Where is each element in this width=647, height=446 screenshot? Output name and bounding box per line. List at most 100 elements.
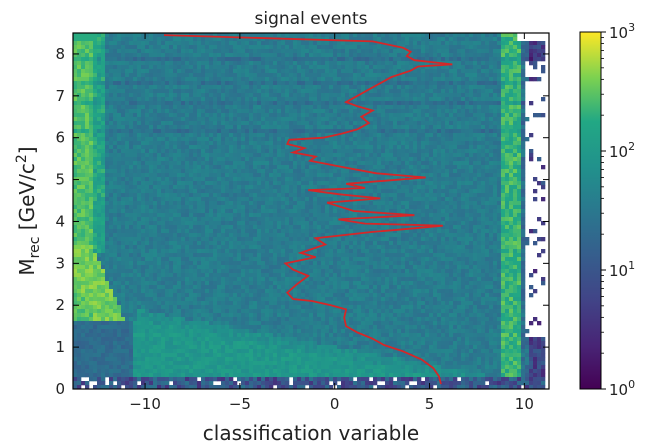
heatmap-cell: [421, 129, 426, 134]
heatmap-cell: [165, 153, 170, 158]
heatmap-cell: [413, 141, 418, 146]
heatmap-cell: [337, 149, 342, 154]
heatmap-cell: [497, 101, 502, 106]
heatmap-cell: [105, 73, 110, 78]
heatmap-cell: [217, 77, 222, 82]
heatmap-cell: [89, 105, 94, 110]
heatmap-cell: [177, 129, 182, 134]
heatmap-cell: [473, 37, 478, 42]
heatmap-cell: [181, 65, 186, 70]
heatmap-cell: [353, 85, 358, 90]
heatmap-cell: [217, 65, 222, 70]
heatmap-cell: [241, 189, 246, 194]
heatmap-cell: [481, 121, 486, 126]
heatmap-cell: [125, 189, 130, 194]
heatmap-cell: [317, 153, 322, 158]
heatmap-cell: [425, 189, 430, 194]
heatmap-cell: [117, 65, 122, 70]
heatmap-cell: [337, 45, 342, 50]
heatmap-cell: [253, 193, 258, 198]
heatmap-cell: [177, 177, 182, 182]
heatmap-cell: [253, 49, 258, 54]
heatmap-cell: [465, 149, 470, 154]
heatmap-cell: [397, 89, 402, 94]
heatmap-cell: [441, 129, 446, 134]
heatmap-cell: [269, 205, 274, 210]
heatmap-cell: [361, 177, 366, 182]
heatmap-cell: [205, 57, 210, 62]
heatmap-cell: [401, 201, 406, 206]
heatmap-cell: [409, 45, 414, 50]
heatmap-cell: [285, 125, 290, 130]
heatmap-cell: [117, 61, 122, 66]
heatmap-cell: [185, 37, 190, 42]
heatmap-cell: [409, 41, 414, 46]
heatmap-cell: [337, 181, 342, 186]
heatmap-cell: [473, 121, 478, 126]
heatmap-cell: [101, 33, 106, 38]
heatmap-cell: [313, 105, 318, 110]
heatmap-cell: [293, 121, 298, 126]
heatmap-cell: [213, 165, 218, 170]
heatmap-cell: [437, 157, 442, 162]
heatmap-cell: [169, 105, 174, 110]
heatmap-cell: [97, 177, 102, 182]
heatmap-cell: [165, 113, 170, 118]
heatmap-cell: [385, 161, 390, 166]
heatmap-cell: [397, 133, 402, 138]
heatmap-cell: [285, 113, 290, 118]
heatmap-cell: [73, 69, 78, 74]
heatmap-cell: [245, 177, 250, 182]
heatmap-cell: [505, 189, 510, 194]
heatmap-cell: [141, 165, 146, 170]
heatmap-cell: [293, 189, 298, 194]
heatmap-cell: [525, 117, 530, 122]
heatmap-cell: [161, 53, 166, 58]
heatmap-cell: [329, 105, 334, 110]
heatmap-cell: [341, 37, 346, 42]
heatmap-cell: [457, 45, 462, 50]
heatmap-cell: [249, 137, 254, 142]
heatmap-cell: [441, 161, 446, 166]
heatmap-cell: [161, 181, 166, 186]
heatmap-cell: [337, 53, 342, 58]
heatmap-cell: [493, 49, 498, 54]
heatmap-cell: [469, 49, 474, 54]
heatmap-cell: [481, 185, 486, 190]
heatmap-cell: [101, 93, 106, 98]
heatmap-cell: [325, 53, 330, 58]
heatmap-cell: [201, 69, 206, 74]
heatmap-cell: [293, 105, 298, 110]
heatmap-cell: [457, 105, 462, 110]
heatmap-cell: [149, 129, 154, 134]
heatmap-cell: [209, 129, 214, 134]
heatmap-cell: [365, 141, 370, 146]
heatmap-cell: [193, 157, 198, 162]
heatmap-cell: [269, 157, 274, 162]
heatmap-cell: [541, 45, 546, 50]
heatmap-cell: [257, 189, 262, 194]
heatmap-cell: [481, 105, 486, 110]
heatmap-cell: [205, 73, 210, 78]
heatmap-cell: [177, 165, 182, 170]
heatmap-cell: [393, 201, 398, 206]
heatmap-cell: [265, 93, 270, 98]
heatmap-cell: [105, 53, 110, 58]
heatmap-cell: [217, 129, 222, 134]
heatmap-cell: [453, 53, 458, 58]
heatmap-cell: [217, 33, 222, 38]
heatmap-cell: [221, 101, 226, 106]
heatmap-cell: [297, 73, 302, 78]
heatmap-cell: [197, 153, 202, 158]
heatmap-cell: [197, 109, 202, 114]
heatmap-cell: [305, 81, 310, 86]
heatmap-cell: [521, 165, 526, 170]
heatmap-cell: [149, 205, 154, 210]
heatmap-cell: [337, 33, 342, 38]
heatmap-cell: [445, 113, 450, 118]
heatmap-cell: [265, 137, 270, 142]
heatmap-cell: [281, 65, 286, 70]
heatmap-cell: [229, 57, 234, 62]
heatmap-cell: [449, 169, 454, 174]
heatmap-cell: [201, 133, 206, 138]
